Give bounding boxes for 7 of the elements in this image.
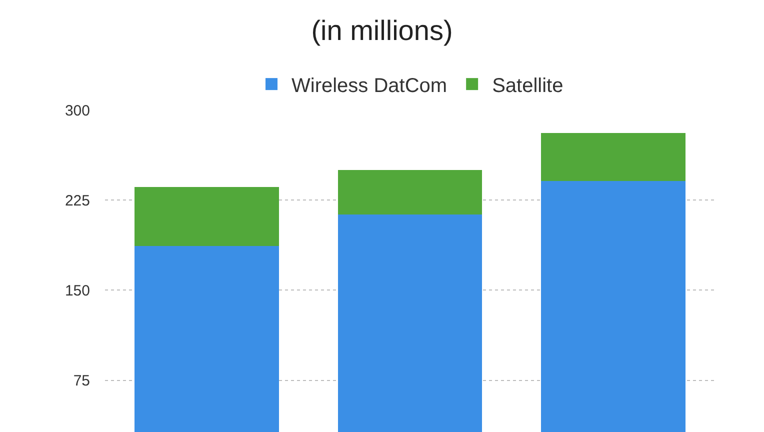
y-tick-label: 75 xyxy=(73,372,90,390)
y-tick-label: 225 xyxy=(64,192,90,210)
legend-label: Wireless DatCom xyxy=(292,74,448,97)
legend-label: Satellite xyxy=(492,74,564,97)
y-tick-label: 300 xyxy=(64,102,90,120)
y-tick-label: 150 xyxy=(64,282,90,300)
chart-title: (in millions) xyxy=(311,15,453,46)
